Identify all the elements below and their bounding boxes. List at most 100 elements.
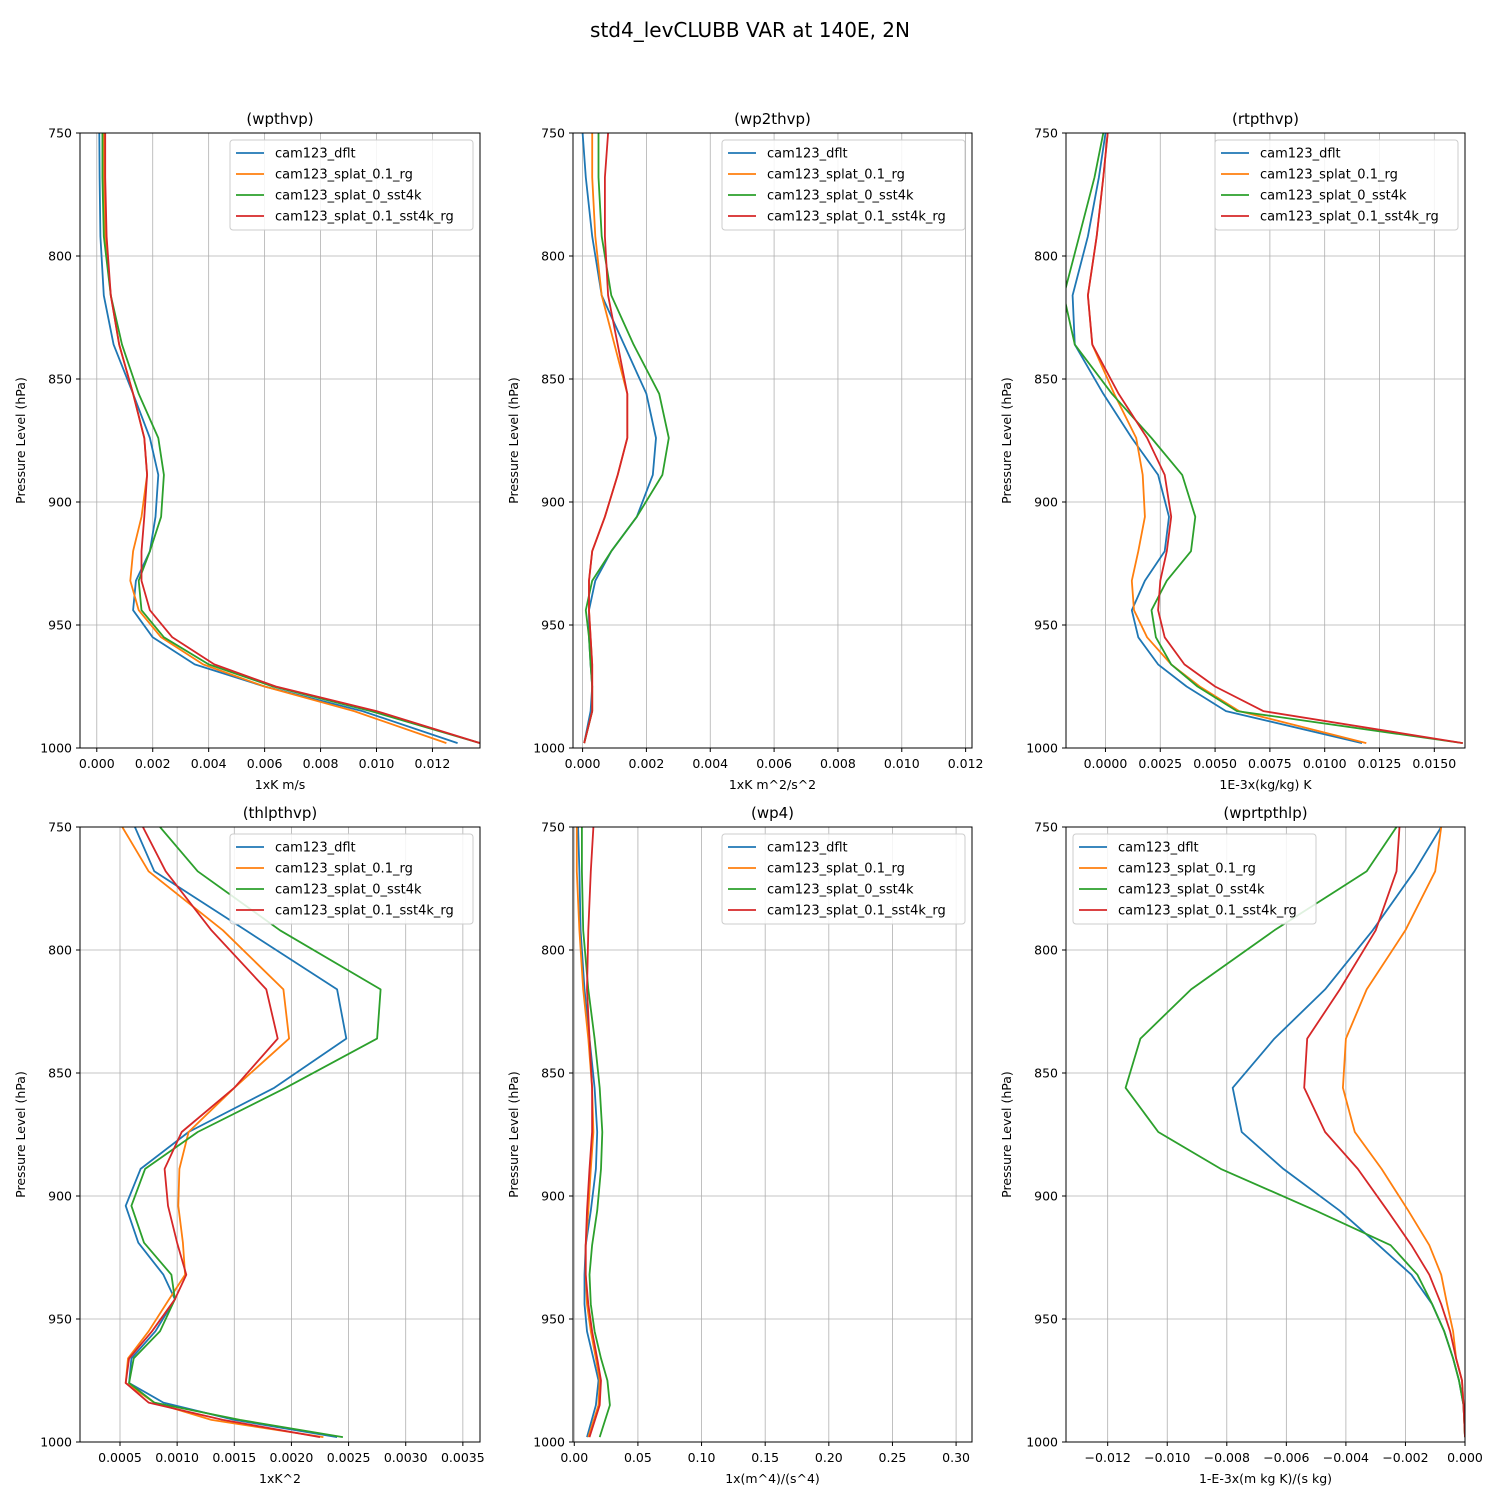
legend: cam123_dflt cam123_splat_0.1_rg cam123_spl… <box>1214 139 1459 231</box>
x-tick-label: 0.004 <box>692 756 728 771</box>
x-tick-label: 0.10 <box>688 1450 716 1465</box>
series-group <box>581 133 670 744</box>
axes-frame <box>572 826 973 1443</box>
x-axis-label: 1xK^2 <box>259 1471 301 1486</box>
panel-6: −0.012 −0.010 −0.008 −0.006 −0.004 −0.002 0.00… <box>999 804 1483 1486</box>
y-tick-label: 750 <box>541 820 565 835</box>
legend-label: cam123_splat_0.1_rg <box>767 862 905 877</box>
series-line-cam123_dflt <box>98 133 458 744</box>
y-tick-label: 1000 <box>40 741 72 756</box>
series-line-cam123_splat_0_sst4k <box>583 133 670 744</box>
legend-label: cam123_dflt <box>1118 841 1199 856</box>
y-tick-label: 900 <box>48 495 72 510</box>
axes-frame <box>79 826 481 1443</box>
legend-label: cam123_splat_0_sst4k <box>1118 883 1265 898</box>
x-tick-label: 0.000 <box>1447 1450 1483 1465</box>
x-tick-label: 0.002 <box>135 756 171 771</box>
legend-label: cam123_splat_0_sst4k <box>275 189 422 204</box>
y-tick-label: 800 <box>1034 249 1058 264</box>
y-tick-label: 900 <box>48 1189 72 1204</box>
y-tick-label: 1000 <box>1026 741 1058 756</box>
x-tick-label: 0.0025 <box>1138 756 1182 771</box>
legend-label: cam123_splat_0.1_sst4k_rg <box>275 210 454 225</box>
legend: cam123_dflt cam123_splat_0.1_rg cam123_spl… <box>1072 833 1317 925</box>
legend-label: cam123_splat_0.1_rg <box>767 168 905 183</box>
x-tick-label: 0.0075 <box>1248 756 1292 771</box>
x-tick-label: −0.010 <box>1144 1450 1190 1465</box>
y-tick-label: 950 <box>1034 1312 1058 1327</box>
y-tick-label: 1000 <box>40 1435 72 1450</box>
y-tick-label: 950 <box>48 618 72 633</box>
legend-label: cam123_dflt <box>767 841 848 856</box>
x-tick-label: 0.000 <box>565 756 601 771</box>
x-axis-label: 1x(m^4)/(s^4) <box>725 1471 820 1486</box>
x-tick-label: 0.0100 <box>1303 756 1347 771</box>
series-group <box>1124 827 1465 1438</box>
series-line-cam123_splat_0.1_sst4k_rg <box>1087 133 1463 744</box>
x-tick-label: 0.0025 <box>327 1450 371 1465</box>
y-tick-label: 950 <box>1034 618 1058 633</box>
series-group <box>1066 133 1463 744</box>
x-tick-label: −0.004 <box>1323 1450 1369 1465</box>
x-tick-label: 0.008 <box>303 756 339 771</box>
legend-box <box>1214 139 1459 231</box>
x-tick-label: 0.0015 <box>212 1450 256 1465</box>
series-line-cam123_dflt <box>124 827 348 1438</box>
x-tick-label: 0.008 <box>820 756 856 771</box>
panel-2: 0.000 0.002 0.004 0.006 0.008 0.010 0.012 750 80… <box>506 110 984 792</box>
legend-label: cam123_splat_0.1_rg <box>275 168 413 183</box>
legend-label: cam123_dflt <box>1260 147 1341 162</box>
y-axis-label: Pressure Level (hPa) <box>999 1071 1014 1198</box>
y-tick-label: 750 <box>1034 820 1058 835</box>
series-line-cam123_splat_0_sst4k <box>128 827 382 1438</box>
y-axis-label: Pressure Level (hPa) <box>999 377 1014 504</box>
y-tick-label: 900 <box>1034 1189 1058 1204</box>
panel-3: 0.0000 0.0025 0.0050 0.0075 0.0100 0.0125 0.01… <box>999 110 1466 792</box>
y-tick-label: 750 <box>48 126 72 141</box>
panel-title: (thlpthvp) <box>243 804 318 822</box>
x-tick-label: 0.0035 <box>441 1450 485 1465</box>
legend: cam123_dflt cam123_splat_0.1_rg cam123_spl… <box>721 139 966 231</box>
x-tick-label: −0.002 <box>1382 1450 1428 1465</box>
series-line-cam123_splat_0.1_sst4k_rg <box>104 133 480 744</box>
x-tick-label: 0.15 <box>751 1450 779 1465</box>
series-line-cam123_splat_0.1_sst4k_rg <box>124 827 321 1438</box>
x-tick-label: 0.012 <box>415 756 451 771</box>
series-line-cam123_dflt <box>577 827 600 1438</box>
series-line-cam123_splat_0_sst4k <box>1124 827 1465 1438</box>
legend-label: cam123_splat_0_sst4k <box>275 883 422 898</box>
legend-box <box>229 139 474 231</box>
x-tick-label: 0.006 <box>247 756 283 771</box>
legend-label: cam123_dflt <box>275 841 356 856</box>
legend-label: cam123_splat_0.1_rg <box>1260 168 1398 183</box>
y-tick-label: 950 <box>541 618 565 633</box>
y-tick-label: 950 <box>48 1312 72 1327</box>
legend-box <box>721 139 966 231</box>
x-tick-label: 0.010 <box>884 756 920 771</box>
series-line-cam123_splat_0.1_sst4k_rg <box>1303 827 1465 1438</box>
series-line-cam123_splat_0.1_sst4k_rg <box>584 827 602 1438</box>
x-tick-label: 0.25 <box>879 1450 907 1465</box>
y-tick-label: 800 <box>1034 943 1058 958</box>
x-tick-label: 0.0125 <box>1358 756 1402 771</box>
legend-box <box>229 833 474 925</box>
series-line-cam123_dflt <box>1071 133 1363 744</box>
x-tick-label: 0.0020 <box>270 1450 314 1465</box>
x-tick-label: 0.0150 <box>1412 756 1456 771</box>
y-tick-label: 1000 <box>533 1435 565 1450</box>
x-tick-label: 0.20 <box>815 1450 843 1465</box>
x-tick-label: 0.012 <box>948 756 984 771</box>
y-axis-label: Pressure Level (hPa) <box>13 377 28 504</box>
x-tick-label: 0.0005 <box>98 1450 142 1465</box>
legend-label: cam123_splat_0.1_sst4k_rg <box>1118 904 1297 919</box>
figure-title: std4_levCLUBB VAR at 140E, 2N <box>590 18 910 42</box>
x-tick-label: 0.010 <box>359 756 395 771</box>
legend-box <box>721 833 966 925</box>
x-tick-label: −0.012 <box>1085 1450 1131 1465</box>
y-tick-label: 750 <box>1034 126 1058 141</box>
y-tick-label: 800 <box>541 943 565 958</box>
x-tick-label: −0.008 <box>1204 1450 1250 1465</box>
series-line-cam123_splat_0.1_rg <box>575 827 601 1438</box>
y-tick-label: 850 <box>1034 372 1058 387</box>
